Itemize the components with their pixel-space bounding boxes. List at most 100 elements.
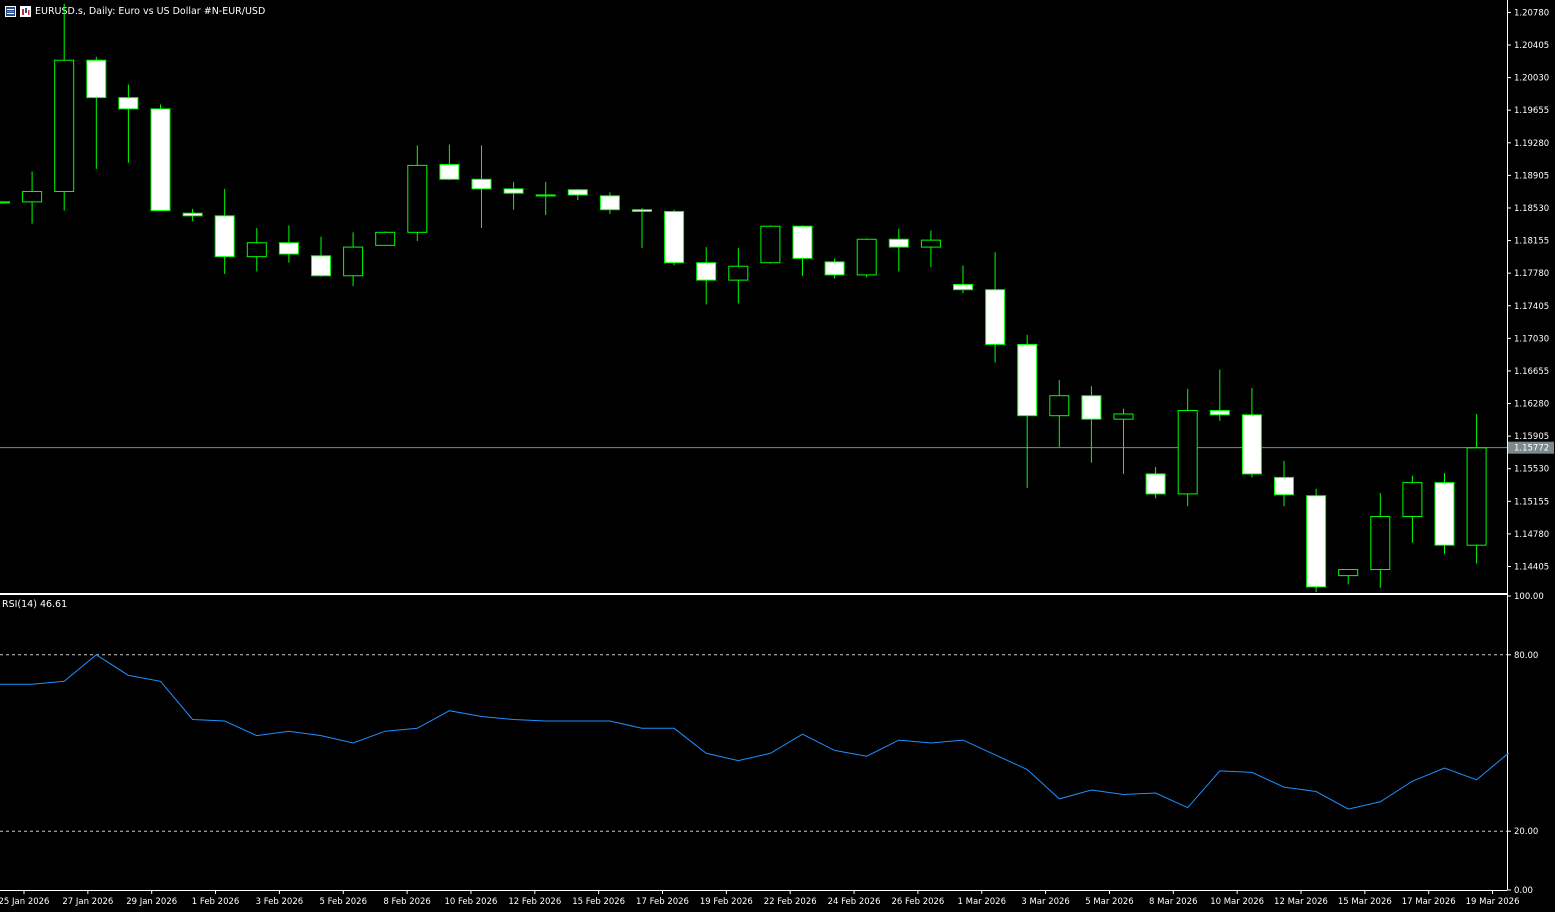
price-tick-label: 1.18905 [1514, 171, 1549, 181]
bear-candle-body [1209, 409, 1230, 416]
bear-candle-body [471, 178, 492, 190]
time-tick-label: 12 Mar 2026 [1274, 897, 1328, 907]
bear-candle-body [439, 164, 460, 180]
bear-candle-body [1241, 414, 1262, 475]
price-tick-label: 1.15905 [1514, 432, 1549, 442]
bull-candle-body [343, 246, 364, 277]
bear-candle-body [567, 189, 588, 196]
chart-header: EURUSD.s, Daily: Euro vs US Dollar #N-EU… [5, 4, 265, 18]
time-tick-label: 17 Feb 2026 [636, 897, 689, 907]
bear-candle-body [214, 215, 235, 258]
bear-candle-body [278, 242, 299, 255]
price-tick-label: 1.20405 [1514, 41, 1549, 51]
bear-candle-body [0, 201, 10, 204]
price-tick-label: 1.19280 [1514, 139, 1549, 149]
bear-candle-body [792, 225, 813, 259]
time-tick-label: 26 Feb 2026 [891, 897, 944, 907]
time-tick-label: 12 Feb 2026 [508, 897, 561, 907]
price-tick-label: 1.14405 [1514, 562, 1549, 572]
bull-candle-body [856, 238, 877, 276]
price-tick-label: 1.18155 [1514, 237, 1549, 247]
bear-candle-body [182, 212, 203, 217]
price-tick-label: 1.15530 [1514, 465, 1549, 475]
current-price-label: 1.15772 [1514, 444, 1549, 454]
time-tick-label: 5 Feb 2026 [320, 897, 368, 907]
time-tick-label: 24 Feb 2026 [828, 897, 881, 907]
bear-candle-body [118, 97, 139, 110]
bear-candle-body [824, 261, 845, 276]
price-tick-label: 1.18530 [1514, 204, 1549, 214]
bear-candle-body [1017, 343, 1038, 417]
bull-candle-body [375, 231, 396, 246]
time-tick-label: 1 Feb 2026 [192, 897, 240, 907]
bull-candle-body [246, 242, 267, 258]
bear-candle-body [953, 283, 973, 291]
time-tick-label: 10 Mar 2026 [1210, 897, 1264, 907]
time-tick-label: 1 Mar 2026 [958, 897, 1006, 907]
bear-candle-body [1434, 482, 1455, 546]
time-tick-label: 3 Feb 2026 [256, 897, 304, 907]
bear-candle-body [1306, 495, 1327, 588]
bull-candle-body [1402, 482, 1423, 518]
bull-candle-body [760, 225, 781, 264]
bear-candle-body [985, 289, 1006, 345]
price-tick-label: 1.17780 [1514, 269, 1549, 279]
bull-candle-body [407, 164, 428, 233]
bear-candle-body [1274, 476, 1294, 496]
bear-candle-body [503, 188, 524, 194]
time-tick-label: 8 Mar 2026 [1149, 897, 1197, 907]
rsi-tick-label: 20.00 [1514, 827, 1538, 837]
time-tick-label: 17 Mar 2026 [1402, 897, 1456, 907]
bear-candle-body [1145, 473, 1166, 495]
bull-candle-body [1370, 516, 1391, 571]
price-tick-label: 1.16280 [1514, 400, 1549, 410]
price-tick-label: 1.15155 [1514, 497, 1549, 507]
bull-candle-body [22, 190, 43, 203]
bull-candle-body [1338, 569, 1359, 577]
bear-candle-body [535, 194, 556, 197]
bull-candle-body [728, 265, 749, 281]
time-tick-label: 19 Mar 2026 [1466, 897, 1520, 907]
chart-title: EURUSD.s, Daily: Euro vs US Dollar #N-EU… [35, 5, 266, 17]
bull-candle-body [920, 239, 941, 248]
bear-candle-body [86, 59, 107, 99]
bear-candle-body [696, 262, 717, 281]
bull-candle-body [1113, 413, 1134, 420]
menu-icon[interactable] [5, 5, 16, 17]
time-tick-label: 19 Feb 2026 [700, 897, 753, 907]
time-tick-label: 15 Feb 2026 [572, 897, 625, 907]
rsi-label: RSI(14) 46.61 [2, 599, 68, 610]
rsi-tick-label: 0.00 [1514, 886, 1533, 896]
price-tick-label: 1.20030 [1514, 74, 1549, 84]
time-tick-label: 25 Jan 2026 [0, 897, 49, 907]
time-tick-label: 29 Jan 2026 [126, 897, 177, 907]
bear-candle-body [664, 210, 685, 264]
time-tick-label: 15 Mar 2026 [1338, 897, 1392, 907]
time-tick-label: 3 Mar 2026 [1021, 897, 1069, 907]
chart-type-icon[interactable] [20, 5, 31, 17]
bear-candle-body [311, 255, 331, 277]
rsi-tick-label: 80.00 [1514, 651, 1538, 661]
time-tick-label: 27 Jan 2026 [62, 897, 113, 907]
bull-candle-body [1466, 447, 1487, 546]
bull-candle-body [1049, 395, 1070, 417]
price-tick-label: 1.17405 [1514, 302, 1549, 312]
bear-candle-body [1081, 395, 1102, 420]
time-tick-label: 22 Feb 2026 [764, 897, 817, 907]
rsi-series-line [0, 654, 1510, 810]
time-tick-label: 10 Feb 2026 [444, 897, 497, 907]
price-tick-label: 1.19655 [1514, 106, 1549, 116]
price-tick-label: 1.14780 [1514, 530, 1549, 540]
price-tick-label: 1.20780 [1514, 8, 1549, 18]
price-tick-label: 1.17030 [1514, 334, 1549, 344]
time-tick-label: 8 Feb 2026 [383, 897, 431, 907]
bull-candle-body [1177, 409, 1198, 495]
bear-candle-body [150, 108, 171, 212]
current-price-tag [1508, 441, 1554, 454]
time-tick-label: 5 Mar 2026 [1085, 897, 1133, 907]
rsi-tick-label: 100.00 [1514, 592, 1544, 602]
price-tick-label: 1.16655 [1514, 367, 1549, 377]
bull-candle-body [54, 59, 75, 192]
